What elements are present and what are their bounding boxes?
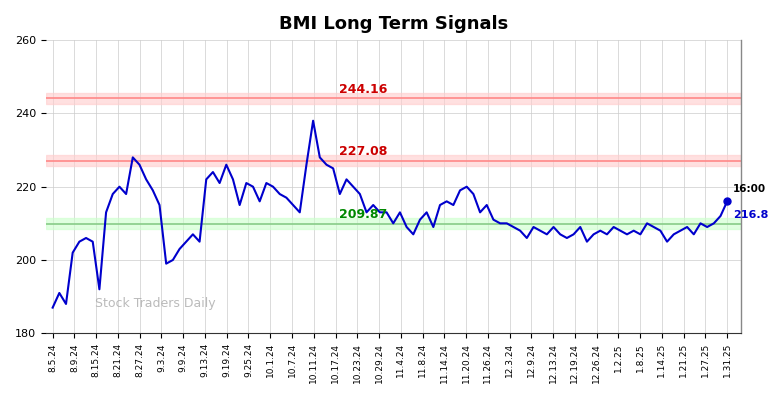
Text: 227.08: 227.08 xyxy=(339,145,387,158)
Text: 16:00: 16:00 xyxy=(732,184,766,194)
Text: 209.87: 209.87 xyxy=(339,208,387,221)
Text: Stock Traders Daily: Stock Traders Daily xyxy=(95,297,216,310)
Bar xyxy=(46,219,741,229)
Title: BMI Long Term Signals: BMI Long Term Signals xyxy=(278,15,508,33)
Text: 244.16: 244.16 xyxy=(339,83,387,96)
Bar xyxy=(46,93,741,103)
Bar xyxy=(46,155,741,166)
Text: 216.8: 216.8 xyxy=(732,210,768,220)
